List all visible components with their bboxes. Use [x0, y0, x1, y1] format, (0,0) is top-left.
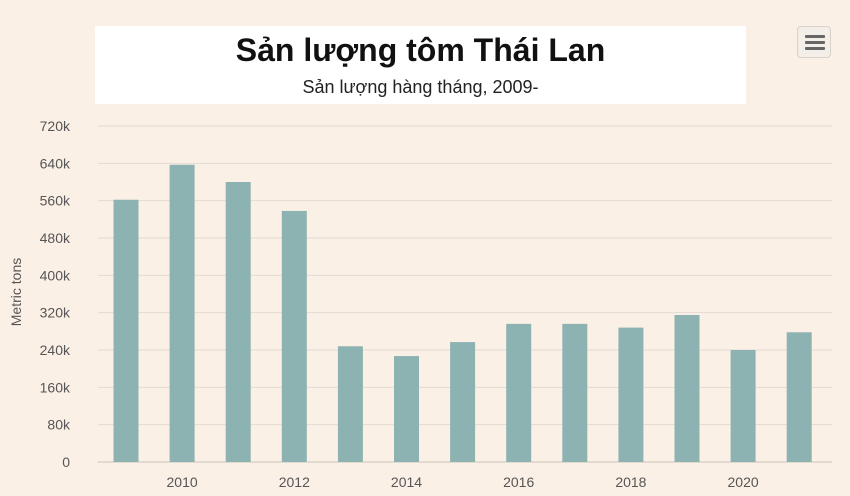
y-tick-label: 720k [40, 118, 71, 134]
y-tick-label: 160k [40, 379, 71, 395]
y-tick-label: 400k [40, 267, 71, 283]
y-tick-label: 640k [40, 155, 71, 171]
x-tick-label: 2018 [615, 474, 646, 490]
hamburger-menu-icon-line [805, 41, 825, 44]
x-tick-label: 2014 [391, 474, 422, 490]
hamburger-menu-icon-line [805, 47, 825, 50]
x-axis-ticks: 2010 2012 2014 2016 2018 2020 [167, 474, 759, 490]
bar-2021[interactable] [786, 332, 812, 462]
hamburger-menu-icon [805, 35, 825, 38]
y-tick-label: 80k [47, 417, 71, 433]
x-tick-label: 2010 [167, 474, 198, 490]
x-tick-label: 2020 [728, 474, 759, 490]
chart-subtitle: Sản lượng hàng tháng, 2009- [302, 77, 539, 97]
bar-2014[interactable] [394, 356, 419, 462]
bar-2016[interactable] [506, 323, 532, 462]
bar-2020[interactable] [730, 350, 756, 462]
bar-2009[interactable] [113, 199, 139, 462]
bar-2013[interactable] [337, 346, 363, 462]
y-tick-label: 560k [40, 193, 71, 209]
x-tick-label: 2016 [503, 474, 534, 490]
chart-title: Sản lượng tôm Thái Lan [235, 32, 606, 68]
bar-2015[interactable] [450, 342, 476, 462]
bar-2011[interactable] [225, 182, 251, 462]
y-tick-label: 480k [40, 230, 71, 246]
chart-menu-button[interactable] [797, 26, 831, 58]
title-box: Sản lượng tôm Thái Lan Sản lượng hàng th… [95, 26, 746, 104]
y-tick-label: 320k [40, 305, 71, 321]
bars [113, 164, 812, 462]
bar-2018[interactable] [618, 327, 644, 462]
bar-2017[interactable] [562, 323, 588, 462]
y-tick-label: 0 [62, 454, 70, 470]
y-tick-label: 240k [40, 342, 71, 358]
bar-2010[interactable] [169, 164, 195, 462]
y-axis-ticks: 0 80k 160k 240k 320k 400k 480k 560k 640k 720k [40, 118, 71, 470]
x-tick-label: 2012 [279, 474, 310, 490]
bar-2012[interactable] [281, 210, 307, 462]
bar-2019[interactable] [674, 315, 700, 462]
